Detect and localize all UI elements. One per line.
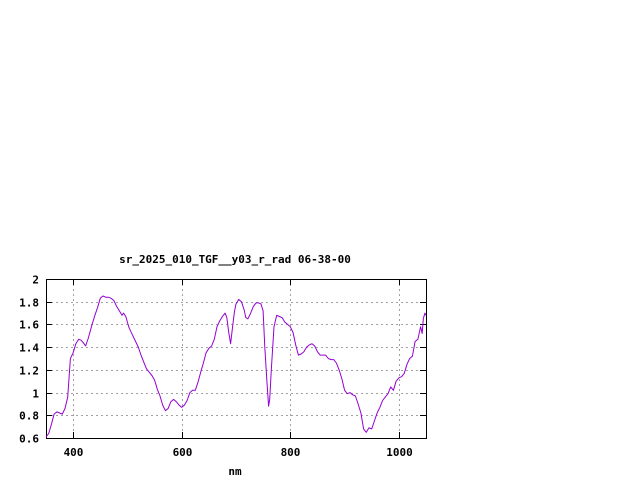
y-tick-label: 1.2 bbox=[19, 365, 39, 378]
tick-labels: 0.6 0.8 1 1.2 1.4 1.6 1.8 2 400 600 800 1000 bbox=[19, 274, 413, 460]
x-axis-label: nm bbox=[228, 465, 242, 478]
x-tick-label: 600 bbox=[173, 446, 193, 459]
y-tick-label: 1 bbox=[32, 388, 39, 401]
y-tick-label: 1.4 bbox=[19, 342, 39, 355]
x-tick-label: 1000 bbox=[386, 446, 413, 459]
plot-border bbox=[46, 279, 427, 439]
y-tick-label: 1.6 bbox=[19, 319, 39, 332]
axes bbox=[46, 279, 427, 439]
y-tick-label: 2 bbox=[32, 274, 39, 287]
x-tick-label: 400 bbox=[64, 446, 84, 459]
series-line bbox=[45, 295, 427, 438]
series-layer bbox=[45, 295, 427, 438]
y-tick-label: 0.8 bbox=[19, 410, 39, 423]
y-tick-label: 1.8 bbox=[19, 297, 39, 310]
x-tick-label: 800 bbox=[281, 446, 301, 459]
chart-title: sr_2025_010_TGF__y03_r_rad 06-38-00 bbox=[119, 253, 351, 266]
grid bbox=[46, 279, 426, 438]
y-tick-label: 0.6 bbox=[19, 433, 39, 446]
